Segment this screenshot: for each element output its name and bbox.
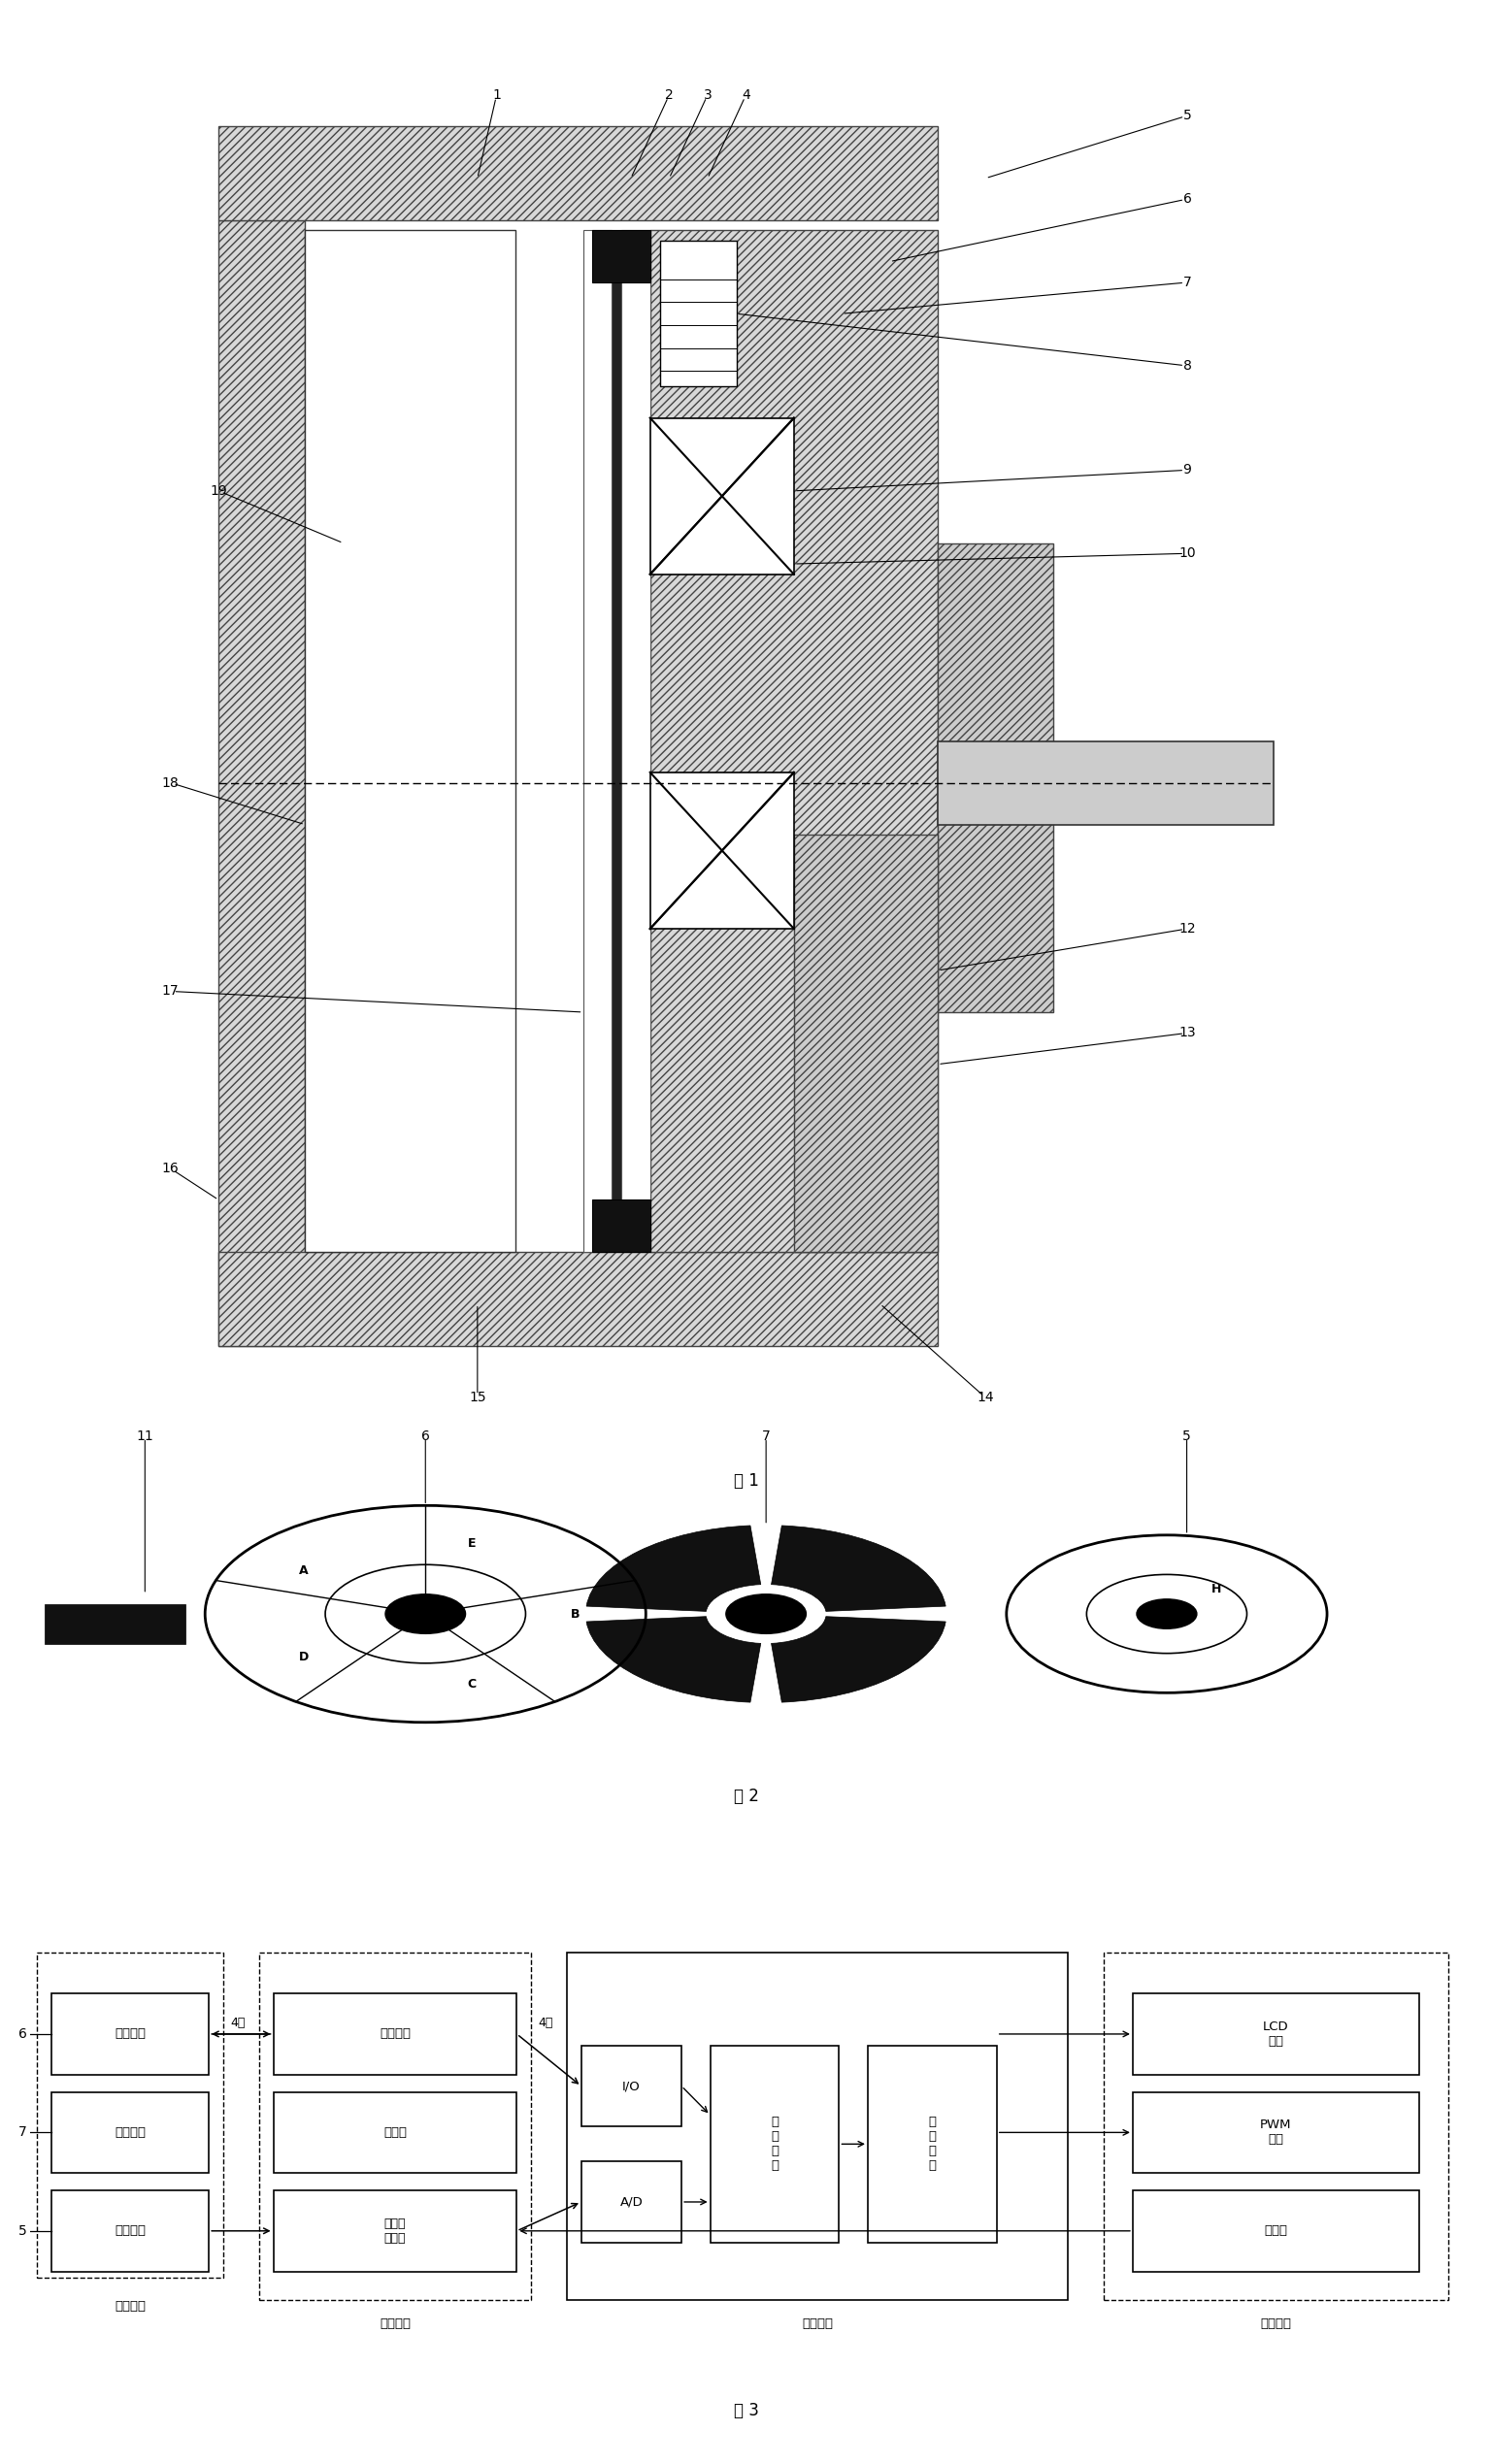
Text: 图 1: 图 1: [734, 1473, 758, 1491]
Bar: [582, 2161, 682, 2242]
Text: 12: 12: [1179, 922, 1195, 936]
Text: A: A: [300, 1565, 309, 1577]
Bar: [304, 229, 516, 1252]
Text: 3: 3: [703, 89, 712, 101]
Bar: [218, 126, 938, 219]
Text: PWM
输出: PWM 输出: [1261, 2119, 1292, 2146]
Bar: [1132, 2190, 1419, 2272]
Text: 14: 14: [977, 1392, 994, 1404]
Text: 7: 7: [18, 2126, 27, 2139]
Bar: [592, 1200, 651, 1252]
Bar: [37, 1954, 224, 2277]
Bar: [218, 1252, 938, 1345]
Text: 图 2: 图 2: [734, 1786, 758, 1806]
Text: 发射极板: 发射极板: [115, 2028, 146, 2040]
Bar: [938, 742, 1274, 825]
Text: 11: 11: [1179, 744, 1195, 759]
Text: 小键盘: 小键盘: [1264, 2225, 1288, 2237]
Text: 激励源: 激励源: [383, 2126, 407, 2139]
Bar: [582, 2045, 682, 2126]
Text: 2: 2: [665, 89, 673, 101]
Text: 5: 5: [18, 2225, 27, 2237]
Text: B: B: [571, 1607, 580, 1621]
Text: 选择单元: 选择单元: [379, 2028, 410, 2040]
Bar: [51, 2190, 209, 2272]
Bar: [1132, 1993, 1419, 2075]
Text: C: C: [467, 1678, 476, 1690]
Bar: [621, 229, 651, 1252]
Bar: [612, 229, 651, 1252]
Bar: [273, 2190, 516, 2272]
Text: 15: 15: [468, 1392, 486, 1404]
Text: 16: 16: [163, 1161, 179, 1175]
Text: 6: 6: [1183, 192, 1192, 207]
Text: LCD
显示: LCD 显示: [1264, 2020, 1289, 2048]
Text: I/O: I/O: [622, 2080, 640, 2092]
Text: 19: 19: [210, 483, 227, 498]
Bar: [651, 419, 794, 574]
Text: 智能部件: 智能部件: [803, 2316, 833, 2331]
Text: 4路: 4路: [539, 2016, 554, 2028]
Bar: [567, 1954, 1068, 2301]
Text: 1: 1: [492, 89, 501, 101]
Text: 转动极板: 转动极板: [115, 2126, 146, 2139]
Text: 4: 4: [742, 89, 750, 101]
Text: 6: 6: [421, 1429, 430, 1444]
Wedge shape: [771, 1525, 946, 1611]
Text: 13: 13: [1179, 1025, 1195, 1040]
Text: 计
算
模
块: 计 算 模 块: [928, 2117, 935, 2173]
Text: 17: 17: [163, 986, 179, 998]
Bar: [273, 1993, 516, 2075]
Text: 9: 9: [1183, 463, 1192, 478]
Bar: [938, 542, 1053, 1013]
Text: 滤
波
模
块: 滤 波 模 块: [771, 2117, 779, 2173]
Text: 5: 5: [1183, 1429, 1191, 1444]
Wedge shape: [771, 1616, 946, 1703]
Text: 敏感元件: 敏感元件: [115, 2299, 146, 2314]
Text: 接收极板: 接收极板: [115, 2225, 146, 2237]
Bar: [273, 2092, 516, 2173]
Bar: [651, 771, 794, 929]
Circle shape: [385, 1594, 466, 1634]
Bar: [218, 219, 304, 1345]
Text: 7: 7: [762, 1429, 770, 1444]
Bar: [45, 1604, 185, 1643]
Text: 8: 8: [1183, 360, 1192, 372]
Bar: [794, 835, 938, 1252]
Bar: [260, 1954, 531, 2301]
Bar: [1132, 2092, 1419, 2173]
Bar: [710, 2045, 839, 2242]
Bar: [651, 229, 938, 1252]
Bar: [868, 2045, 997, 2242]
Text: 接口部件: 接口部件: [1261, 2316, 1292, 2331]
Text: D: D: [298, 1651, 309, 1663]
Text: 5: 5: [1183, 108, 1192, 123]
Text: E: E: [468, 1538, 476, 1550]
Text: 7: 7: [1183, 276, 1192, 288]
Bar: [1104, 1954, 1447, 2301]
Text: 11: 11: [136, 1429, 154, 1444]
Bar: [592, 229, 651, 283]
Text: A/D: A/D: [619, 2195, 643, 2208]
Circle shape: [727, 1594, 806, 1634]
Text: 4路: 4路: [230, 2016, 245, 2028]
Bar: [659, 241, 737, 387]
Circle shape: [1137, 1599, 1197, 1629]
Text: 6: 6: [18, 2028, 27, 2040]
Text: 测量部件: 测量部件: [379, 2316, 410, 2331]
Text: 10: 10: [1179, 547, 1195, 559]
Text: 图 3: 图 3: [734, 2402, 758, 2420]
Text: 18: 18: [163, 776, 179, 788]
Bar: [51, 2092, 209, 2173]
Wedge shape: [586, 1616, 761, 1703]
Bar: [51, 1993, 209, 2075]
Bar: [583, 229, 612, 1252]
Text: 电荷检
测电路: 电荷检 测电路: [383, 2218, 406, 2245]
Text: H: H: [1212, 1582, 1222, 1597]
Wedge shape: [586, 1525, 761, 1611]
